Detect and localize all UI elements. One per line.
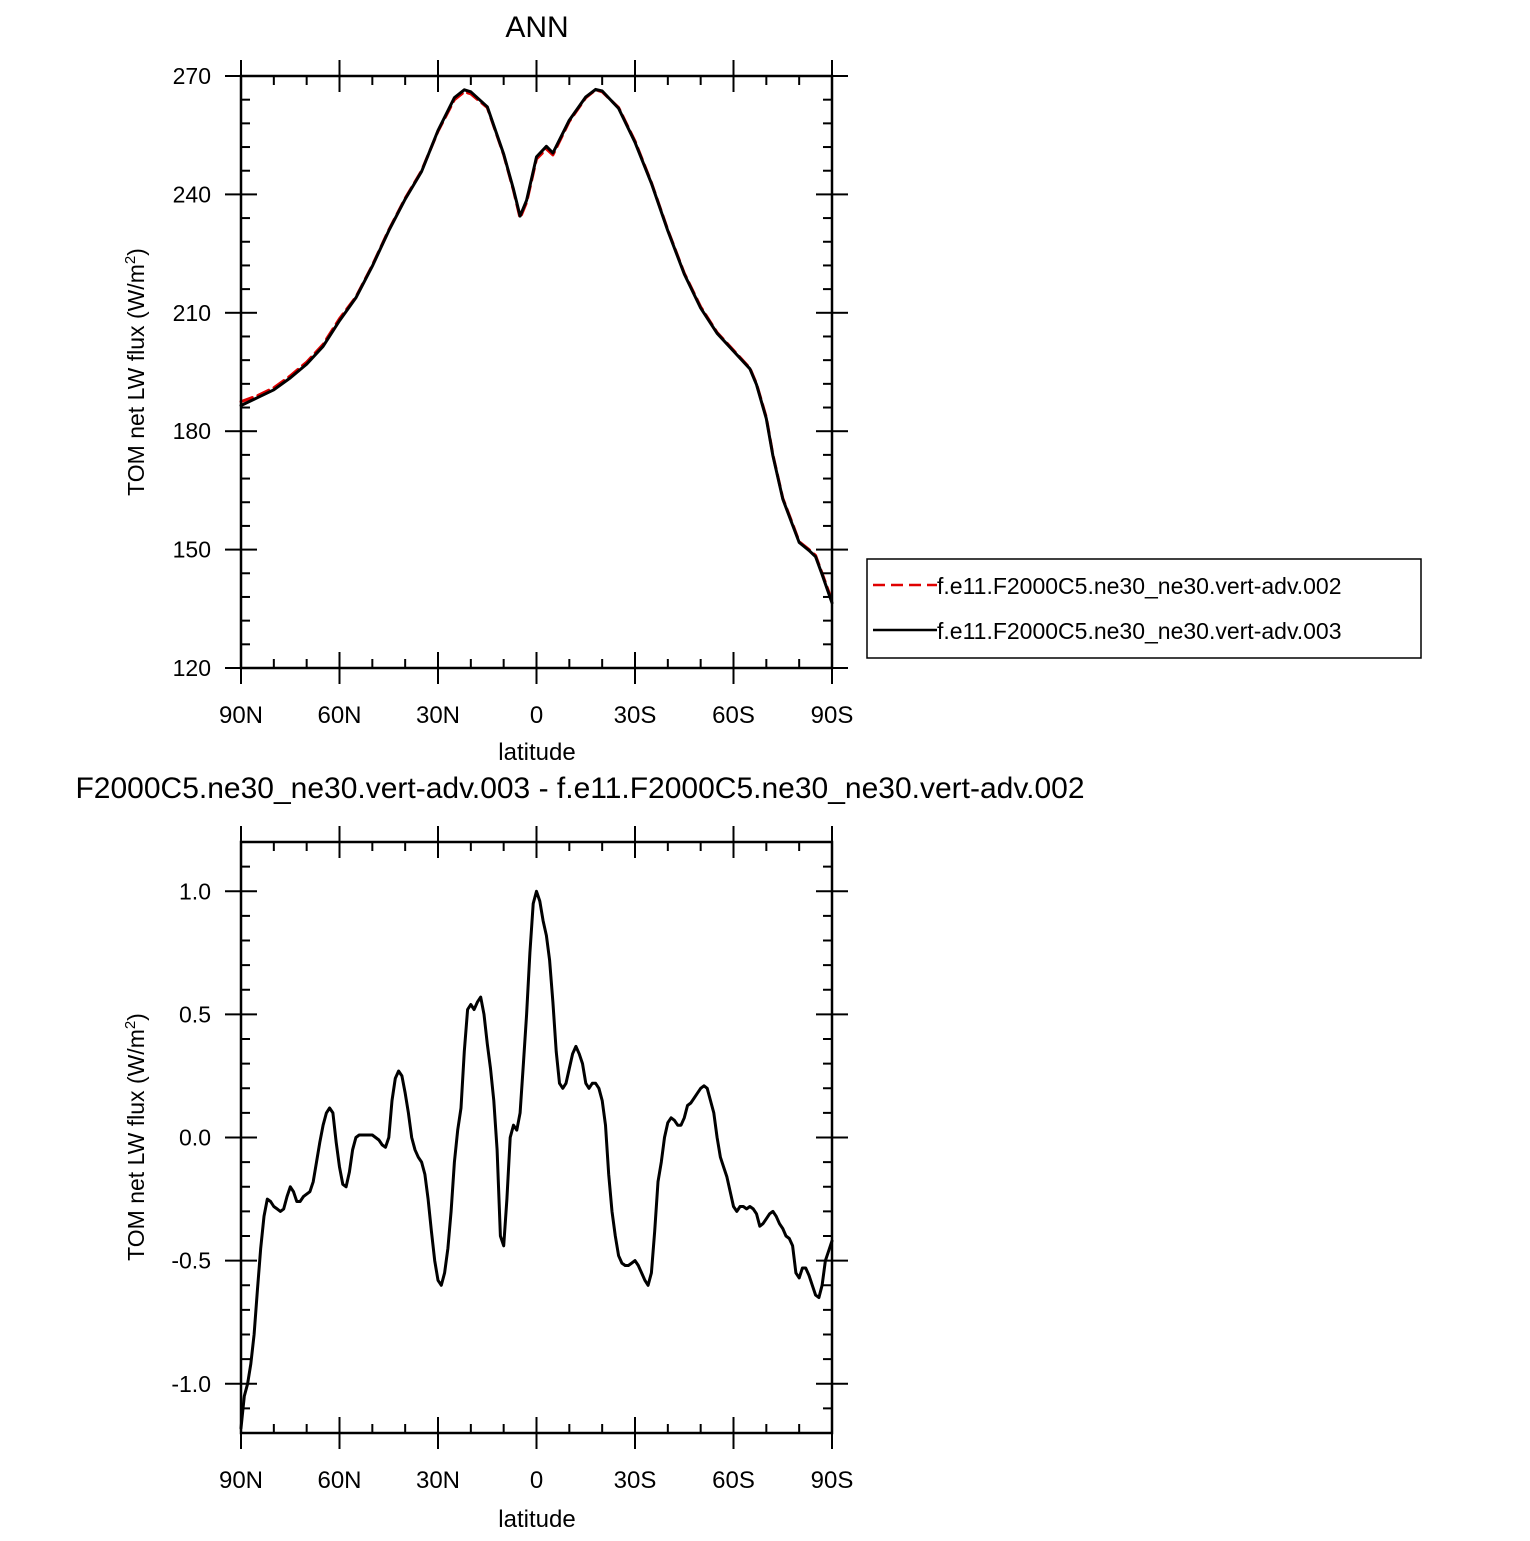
series-line-0-0 xyxy=(239,88,834,603)
legend-label-003: f.e11.F2000C5.ne30_ne30.vert-adv.003 xyxy=(937,618,1342,644)
x-tick-label: 60S xyxy=(712,1467,755,1494)
x-tick-label: 90S xyxy=(811,1467,854,1494)
x-tick-label: 60N xyxy=(317,702,361,729)
series-line-0-1 xyxy=(239,87,834,605)
x-tick-label: 90S xyxy=(811,702,854,729)
legend-box xyxy=(866,558,1422,659)
y-tick-label: 1.0 xyxy=(179,878,211,904)
bottom-chart-title: F2000C5.ne30_ne30.vert-adv.003 - f.e11.F… xyxy=(75,772,1084,805)
top-series-lines xyxy=(239,87,834,605)
bottom-y-axis-label: TOM net LW flux (W/m2) xyxy=(122,1013,149,1261)
x-tick-label: 0 xyxy=(530,1467,543,1494)
x-tick-label: 30S xyxy=(614,702,657,729)
x-tick-label: 90N xyxy=(219,702,263,729)
bottom-panel: F2000C5.ne30_ne30.vert-adv.003 - f.e11.F… xyxy=(75,772,1084,1533)
y-tick-label: 120 xyxy=(173,655,211,681)
top-y-axis-label: TOM net LW flux (W/m2) xyxy=(122,248,149,496)
y-tick-label: 0.0 xyxy=(179,1125,211,1151)
top-chart-title: ANN xyxy=(505,11,568,44)
x-tick-label: 0 xyxy=(530,702,543,729)
x-tick-label: 30N xyxy=(416,702,460,729)
x-tick-label: 60S xyxy=(712,702,755,729)
y-tick-label: 240 xyxy=(173,181,211,207)
bottom-axis-ticks: 90N 60N 30N 0 30S 60S 90S -1.0 -0.5 0.0 0.5 1.0 xyxy=(171,826,853,1494)
y-tick-label: 150 xyxy=(173,537,211,563)
y-tick-label: 210 xyxy=(173,300,211,326)
bottom-series-line xyxy=(239,889,834,1430)
top-plot-frame xyxy=(239,74,834,670)
y-tick-label: 270 xyxy=(173,63,211,89)
y-tick-label: 180 xyxy=(173,418,211,444)
x-tick-label: 60N xyxy=(317,1467,361,1494)
x-tick-label: 30S xyxy=(614,1467,657,1494)
x-tick-label: 90N xyxy=(219,1467,263,1494)
legend-label-002: f.e11.F2000C5.ne30_ne30.vert-adv.002 xyxy=(937,573,1342,599)
top-panel: ANN 90N 60N 30N 0 30S 60S 90S 120 150 180 210 240 27… xyxy=(122,11,853,766)
series-line-1-0 xyxy=(239,889,834,1430)
y-tick-label: -1.0 xyxy=(171,1371,211,1397)
bottom-plot-frame xyxy=(239,840,834,1435)
y-tick-label: 0.5 xyxy=(179,1001,211,1027)
top-x-axis-label: latitude xyxy=(498,739,575,766)
legend: f.e11.F2000C5.ne30_ne30.vert-adv.002 f.e… xyxy=(866,558,1422,659)
y-tick-label: -0.5 xyxy=(171,1248,211,1274)
bottom-x-axis-label: latitude xyxy=(498,1506,575,1533)
x-tick-label: 30N xyxy=(416,1467,460,1494)
top-axis-ticks: 90N 60N 30N 0 30S 60S 90S 120 150 180 210 240 270 xyxy=(173,60,854,729)
